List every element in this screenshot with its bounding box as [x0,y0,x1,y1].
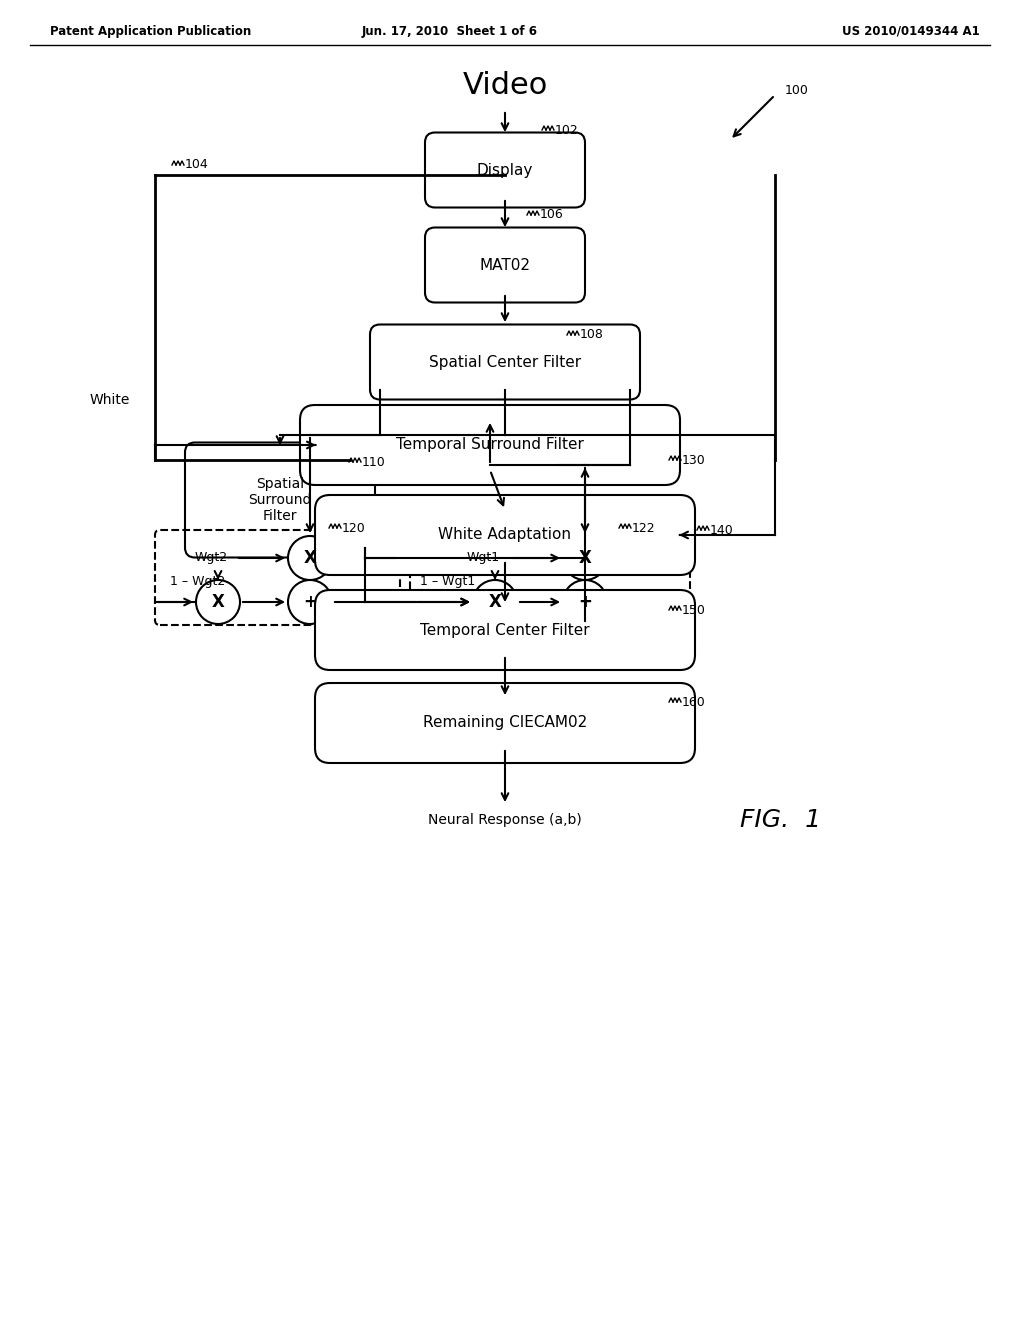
Text: 102: 102 [555,124,579,136]
FancyBboxPatch shape [315,590,695,671]
FancyBboxPatch shape [315,495,695,576]
Text: 130: 130 [682,454,706,466]
Circle shape [196,579,240,624]
Text: 104: 104 [185,158,209,172]
Text: Remaining CIECAM02: Remaining CIECAM02 [423,715,587,730]
Text: X: X [212,593,224,611]
Text: 140: 140 [710,524,734,536]
Text: 106: 106 [540,209,564,222]
Text: 108: 108 [580,329,604,342]
FancyBboxPatch shape [300,405,680,484]
FancyBboxPatch shape [185,442,375,557]
Text: +: + [579,593,592,611]
Text: Display: Display [477,162,534,177]
Text: MAT02: MAT02 [479,257,530,272]
Text: 100: 100 [785,83,809,96]
Text: 122: 122 [632,521,655,535]
Text: 110: 110 [362,455,386,469]
Text: Temporal Center Filter: Temporal Center Filter [420,623,590,638]
FancyBboxPatch shape [425,227,585,302]
Circle shape [563,536,607,579]
Circle shape [288,536,332,579]
Text: Wgt1: Wgt1 [467,552,500,565]
FancyBboxPatch shape [370,325,640,400]
Text: Spatial Center Filter: Spatial Center Filter [429,355,581,370]
FancyBboxPatch shape [315,682,695,763]
Text: X: X [488,593,502,611]
Text: Spatial
Surround
Filter: Spatial Surround Filter [248,477,311,523]
Text: X: X [579,549,592,568]
Text: 160: 160 [682,696,706,709]
Text: X: X [303,549,316,568]
Text: 120: 120 [342,521,366,535]
Text: 150: 150 [682,603,706,616]
Text: White Adaptation: White Adaptation [438,528,571,543]
Text: 1 – Wgt2: 1 – Wgt2 [170,576,225,589]
Text: Jun. 17, 2010  Sheet 1 of 6: Jun. 17, 2010 Sheet 1 of 6 [362,25,538,38]
Text: Video: Video [463,70,548,99]
Circle shape [473,579,517,624]
Text: Temporal Surround Filter: Temporal Surround Filter [396,437,584,453]
Circle shape [288,579,332,624]
Text: FIG.  1: FIG. 1 [739,808,820,832]
FancyBboxPatch shape [425,132,585,207]
Text: +: + [303,593,317,611]
Text: 1 – Wgt1: 1 – Wgt1 [420,576,475,589]
Circle shape [563,579,607,624]
Text: Patent Application Publication: Patent Application Publication [50,25,251,38]
Text: White: White [90,393,130,407]
Text: Neural Response (a,b): Neural Response (a,b) [428,813,582,828]
Text: Wgt2: Wgt2 [195,552,228,565]
Text: US 2010/0149344 A1: US 2010/0149344 A1 [843,25,980,38]
